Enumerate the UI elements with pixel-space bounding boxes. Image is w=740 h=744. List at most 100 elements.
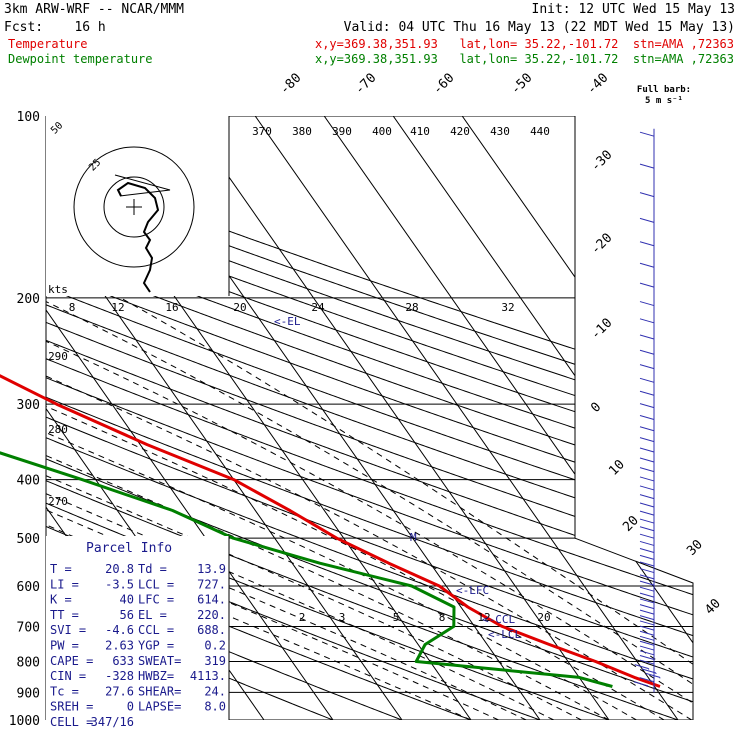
init-time: Init: 12 UTC Wed 15 May 13 (532, 2, 736, 17)
parcel-row-label: CAPE = (50, 654, 93, 668)
parcel-row-label: Td = (138, 562, 167, 576)
parcel-row-label: SREH = (50, 700, 93, 714)
wind-barb-flag (640, 132, 654, 136)
isotherm-line (255, 116, 678, 720)
isotherm-label: 0 (588, 400, 604, 416)
wind-barb-flag (640, 427, 654, 431)
isotherm-label: -20 (588, 231, 615, 258)
pressure-tick-label: 500 (17, 532, 40, 547)
parcel-row-label: LI = (50, 577, 79, 591)
mixing-ratio-label: 28 (405, 301, 418, 314)
parcel-row-label: K = (50, 593, 72, 607)
theta-label: 390 (332, 125, 352, 138)
wind-barb-flag (640, 651, 654, 655)
wind-barb-flag (640, 193, 654, 197)
parcel-row-value: 56 (120, 608, 134, 622)
mixing-ratio-label: 20 (233, 301, 246, 314)
isotherm-label: -80 (277, 71, 304, 98)
parcel-row-label: LFC = (138, 593, 174, 607)
wind-barb-flag (640, 477, 654, 481)
parcel-row-label: PW = (50, 639, 79, 653)
mixing-ratio-label: 12 (111, 301, 124, 314)
parcel-row-value: 633 (112, 654, 134, 668)
wind-barb-flag (640, 458, 654, 462)
parcel-row-label: CIN = (50, 669, 86, 683)
wind-barb-flag (640, 448, 654, 452)
wind-barb-flag (640, 555, 654, 559)
valid-time: Valid: 04 UTC Thu 16 May 13 (22 MDT Wed … (344, 20, 735, 35)
mixing-ratio-label: 20 (537, 611, 550, 624)
wind-barb-flag (640, 519, 654, 523)
wind-barb-flag (640, 495, 654, 499)
wind-barb-flag (640, 404, 654, 408)
isotherm-label: -10 (588, 316, 615, 343)
mixing-ratio-label: 3 (339, 611, 346, 624)
hodograph-units: kts (48, 283, 68, 296)
wind-key-title: Full barb: (637, 85, 691, 95)
level-marker-label: <-CCL (482, 613, 515, 626)
wind-barb-flag (640, 164, 654, 168)
wind-barb-flag (640, 350, 654, 354)
wind-barb-flag (640, 391, 654, 395)
parcel-row-value: 4113. (190, 669, 226, 683)
parcel-row-value: 727. (197, 577, 226, 591)
pressure-tick-label: 600 (17, 580, 40, 595)
parcel-row-value: -3.5 (105, 577, 134, 591)
mixing-ratio-label: 32 (501, 301, 514, 314)
pressure-tick-label: 1000 (9, 714, 40, 729)
isotherm-label: 20 (620, 513, 642, 535)
wind-barb-flag (640, 511, 654, 515)
parcel-row-value: 0.2 (204, 639, 226, 653)
isotherm-label: -60 (430, 71, 457, 98)
mixing-ratio-label: 8 (69, 301, 76, 314)
parcel-row-value: 220. (197, 608, 226, 622)
mixing-ratio-label: 8 (439, 611, 446, 624)
wind-barb-flag (640, 242, 654, 246)
mixing-ratio-label: 16 (165, 301, 178, 314)
level-marker-label: M (410, 531, 417, 544)
dewpoint-location: x,y=369.38,351.93 lat,lon= 35.22,-101.72… (315, 52, 734, 66)
dewpoint-legend-label: Dewpoint temperature (8, 52, 153, 66)
parcel-row-label: T = (50, 562, 72, 576)
wind-barb-flag (640, 527, 654, 531)
parcel-row-value: 2.63 (105, 639, 134, 653)
isotherm-line (324, 116, 740, 720)
model-title: 3km ARW-WRF -- NCAR/MMM (4, 2, 184, 17)
parcel-row-label: LAPSE= (138, 700, 181, 714)
wind-barb-flag (640, 468, 654, 472)
isotherm-label: 10 (606, 457, 628, 479)
parcel-row-label: TT = (50, 608, 79, 622)
pressure-tick-label: 200 (17, 292, 40, 307)
wind-barb-flag (640, 378, 654, 382)
wind-barb-flag (640, 263, 654, 267)
level-marker-label: <-EL (274, 315, 301, 328)
pressure-tick-label: 800 (17, 655, 40, 670)
parcel-row-value: 24. (204, 684, 226, 698)
isotherm-label: -40 (584, 71, 611, 98)
parcel-info-title: Parcel Info (86, 541, 172, 556)
level-marker-label: <-LCL (488, 628, 521, 641)
parcel-row-value: -4.6 (105, 623, 134, 637)
parcel-row-label: EL = (138, 608, 167, 622)
mixing-ratio-label: 2 (299, 611, 306, 624)
isotherm-label: 40 (702, 596, 724, 618)
parcel-row-label: LCL = (138, 577, 174, 591)
theta-label: 370 (252, 125, 272, 138)
wind-barb-flag (640, 534, 654, 538)
pressure-tick-label: 300 (17, 398, 40, 413)
wind-barb-flag (640, 605, 654, 609)
pressure-tick-label: 400 (17, 474, 40, 489)
parcel-row-value: 688. (197, 623, 226, 637)
parcel-row-value: 27.6 (105, 684, 134, 698)
theta-label: 430 (490, 125, 510, 138)
theta-label: 400 (372, 125, 392, 138)
parcel-row-label: CCL = (138, 623, 174, 637)
wind-barb-flag (640, 302, 654, 306)
theta-label: 440 (530, 125, 550, 138)
isotherm-label: -30 (588, 148, 615, 175)
wind-barb-flag (640, 575, 654, 579)
wind-barb-flag (640, 593, 654, 597)
